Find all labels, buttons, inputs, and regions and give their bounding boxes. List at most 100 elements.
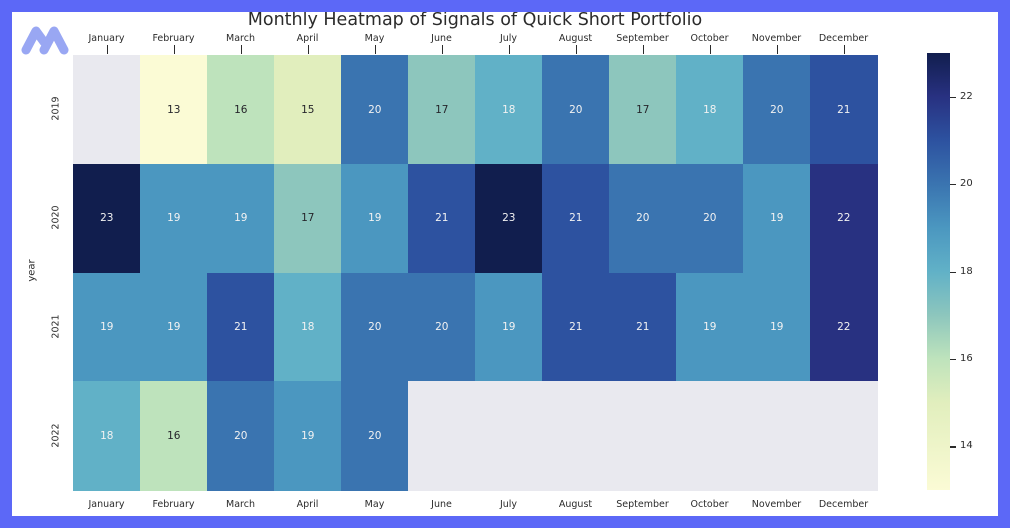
cell-value: 21	[435, 212, 449, 225]
chart-canvas: Monthly Heatmap of Signals of Quick Shor…	[12, 12, 998, 516]
heatmap-cell: 19	[274, 381, 342, 491]
heatmap-cell: 20	[676, 163, 744, 273]
x-tick-label-top: January	[88, 33, 125, 44]
x-tick-mark	[642, 45, 644, 54]
x-tick-label-top: June	[431, 33, 452, 44]
cell-value: 19	[703, 321, 717, 334]
x-tick-label-bottom: May	[364, 499, 385, 510]
heatmap-cell: 21	[408, 163, 476, 273]
cell-value: 19	[167, 321, 181, 334]
x-tick-label-top: May	[364, 33, 385, 44]
heatmap-cell: 20	[207, 381, 275, 491]
brand-logo-icon	[20, 24, 72, 56]
heatmap-cell: 19	[140, 272, 208, 382]
heatmap-cell: 17	[609, 55, 677, 165]
cell-value: 20	[368, 321, 382, 334]
x-tick-label-bottom: February	[152, 499, 195, 510]
heatmap-cell	[743, 381, 811, 491]
cell-value: 19	[368, 212, 382, 225]
chart-title: Monthly Heatmap of Signals of Quick Shor…	[247, 12, 703, 30]
cell-value: 21	[636, 321, 650, 334]
x-tick-mark	[240, 45, 242, 54]
x-tick-mark	[776, 45, 778, 54]
heatmap-cell: 19	[743, 272, 811, 382]
cell-value: 15	[301, 103, 315, 116]
heatmap-cell: 19	[341, 163, 409, 273]
cell-value: 23	[100, 212, 114, 225]
heatmap-cell: 17	[408, 55, 476, 165]
heatmap-cell: 17	[274, 163, 342, 273]
cell-value: 21	[837, 103, 851, 116]
y-tick-label: 2022	[50, 423, 62, 448]
x-tick-mark	[307, 45, 309, 54]
cell-value: 19	[167, 212, 181, 225]
colorbar-tick-label: 18	[960, 265, 973, 277]
cell-value: 21	[234, 321, 248, 334]
cell-value: 19	[301, 429, 315, 442]
heatmap-cell: 18	[676, 55, 744, 165]
x-tick-label-top: November	[751, 33, 802, 44]
cell-value: 23	[502, 212, 516, 225]
heatmap-cell: 19	[475, 272, 543, 382]
heatmap-cell: 20	[408, 272, 476, 382]
x-tick-label-bottom: August	[558, 499, 593, 510]
cell-value: 16	[167, 429, 181, 442]
x-tick-label-top: March	[226, 33, 255, 44]
heatmap-cell: 22	[810, 163, 878, 273]
x-tick-label-bottom: April	[296, 499, 319, 510]
y-tick-label: 2020	[50, 205, 62, 230]
heatmap-cell: 16	[207, 55, 275, 165]
heatmap-cell: 20	[609, 163, 677, 273]
heatmap-cell: 20	[341, 55, 409, 165]
heatmap-cell	[609, 381, 677, 491]
x-tick-mark	[374, 45, 376, 54]
x-tick-label-bottom: December	[818, 499, 869, 510]
heatmap-cell: 20	[341, 381, 409, 491]
heatmap-cell: 21	[542, 163, 610, 273]
heatmap-cell: 18	[73, 381, 141, 491]
cell-value: 18	[703, 103, 717, 116]
heatmap-cell: 15	[274, 55, 342, 165]
heatmap-cell: 18	[475, 55, 543, 165]
cell-value: 20	[636, 212, 650, 225]
y-tick-label: 2021	[50, 314, 62, 339]
cell-value: 19	[770, 212, 784, 225]
cell-value: 20	[368, 103, 382, 116]
cell-value: 22	[837, 212, 851, 225]
x-tick-label-top: August	[558, 33, 593, 44]
colorbar-tick-mark	[950, 446, 956, 448]
x-tick-label-top: September	[616, 33, 669, 44]
heatmap-cell: 21	[542, 272, 610, 382]
x-tick-label-bottom: July	[499, 499, 518, 510]
heatmap-cell	[475, 381, 543, 491]
cell-value: 16	[234, 103, 248, 116]
x-tick-label-bottom: March	[226, 499, 255, 510]
colorbar-tick-mark	[950, 96, 956, 99]
cell-value: 17	[301, 212, 315, 225]
x-tick-label-bottom: November	[751, 499, 802, 510]
heatmap-cell: 23	[73, 163, 141, 273]
heatmap-cell: 19	[140, 163, 208, 273]
colorbar-tick-mark	[950, 358, 956, 361]
x-tick-label-top: October	[690, 33, 729, 44]
cell-value: 20	[703, 212, 717, 225]
heatmap-cell: 21	[207, 272, 275, 382]
heatmap-cell: 20	[743, 55, 811, 165]
x-tick-label-top: April	[296, 33, 319, 44]
cell-value: 22	[837, 321, 851, 334]
colorbar-tick-mark	[950, 184, 956, 186]
cell-value: 19	[770, 321, 784, 334]
colorbar-tick-label: 22	[960, 90, 973, 102]
x-tick-label-bottom: September	[616, 499, 669, 510]
y-tick-label: 2019	[50, 96, 62, 121]
cell-value: 18	[301, 321, 315, 334]
cell-value: 20	[234, 429, 248, 442]
heatmap-cell	[408, 381, 476, 491]
cell-value: 19	[100, 321, 114, 334]
cell-value: 17	[636, 103, 650, 116]
cell-value: 19	[502, 321, 516, 334]
heatmap-cell	[73, 55, 141, 165]
x-tick-mark	[106, 45, 108, 54]
x-tick-mark	[173, 45, 175, 54]
